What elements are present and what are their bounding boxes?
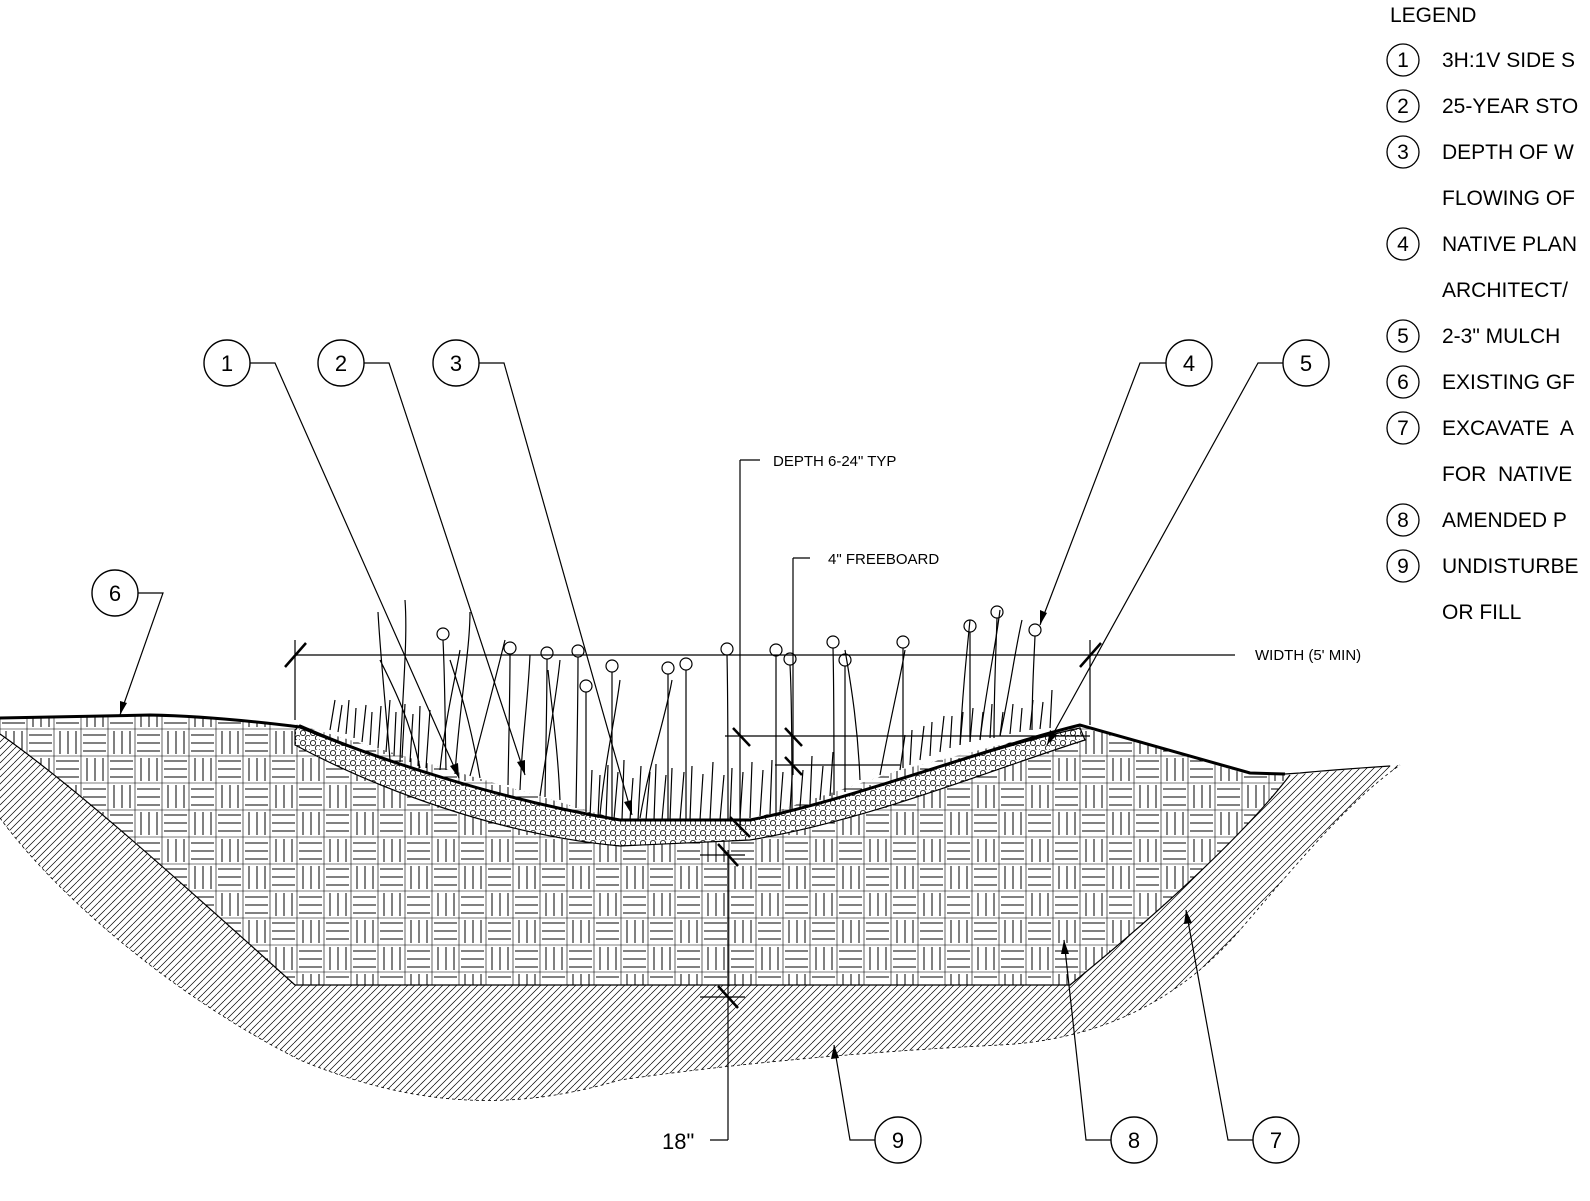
soil-depth-dimension: 18" bbox=[662, 843, 745, 1154]
legend-item-7: 7 EXCAVATE A FOR NATIVE bbox=[1386, 411, 1574, 486]
legend-item-9: 9 UNDISTURBE OR FILL bbox=[1386, 549, 1579, 624]
legend-text: FLOWING OF bbox=[1442, 187, 1575, 210]
callout-5-number: 5 bbox=[1300, 351, 1312, 376]
depth-dimension: DEPTH 6-24" TYP bbox=[725, 453, 1090, 838]
freeboard-dimension: 4" FREEBOARD bbox=[775, 551, 939, 776]
depth-label: DEPTH 6-24" TYP bbox=[773, 453, 896, 470]
width-label: WIDTH (5' MIN) bbox=[1255, 647, 1361, 664]
amended-soil bbox=[0, 715, 1290, 985]
legend-item-5: 5 2-3" MULCH bbox=[1386, 319, 1560, 353]
legend-item-1: 1 3H:1V SIDE S bbox=[1386, 43, 1575, 77]
legend-item-6: 6 EXISTING GF bbox=[1386, 365, 1575, 399]
existing-grade-line bbox=[0, 713, 1286, 822]
callout-8-number: 8 bbox=[1128, 1128, 1140, 1153]
callout-4: 4 bbox=[1039, 339, 1213, 626]
legend-item-8: 8 AMENDED P bbox=[1386, 503, 1567, 537]
legend-text: ARCHITECT/ bbox=[1442, 279, 1568, 302]
legend-text: 2-3" MULCH bbox=[1442, 325, 1560, 348]
callout-6-number: 6 bbox=[109, 581, 121, 606]
legend-text: EXCAVATE A bbox=[1442, 417, 1574, 440]
callout-1: 1 bbox=[203, 339, 460, 779]
soil-depth-label: 18" bbox=[662, 1129, 694, 1154]
freeboard-label: 4" FREEBOARD bbox=[828, 551, 939, 568]
legend-text: FOR NATIVE bbox=[1442, 463, 1572, 486]
legend-number: 4 bbox=[1397, 233, 1409, 256]
legend-text: 3H:1V SIDE S bbox=[1442, 49, 1575, 72]
callout-3-number: 3 bbox=[450, 351, 462, 376]
native-plantings bbox=[329, 599, 1053, 821]
legend-text: OR FILL bbox=[1442, 601, 1521, 624]
legend-number: 6 bbox=[1397, 371, 1409, 394]
legend-number: 1 bbox=[1397, 49, 1409, 72]
legend-text: UNDISTURBE bbox=[1442, 555, 1579, 578]
legend-text: NATIVE PLAN bbox=[1442, 233, 1577, 256]
callout-5: 5 bbox=[1046, 339, 1330, 746]
callout-9: 9 bbox=[831, 1044, 922, 1164]
callout-7-number: 7 bbox=[1270, 1128, 1282, 1153]
legend-text: DEPTH OF W bbox=[1442, 141, 1574, 164]
legend-text: EXISTING GF bbox=[1442, 371, 1575, 394]
legend-text: AMENDED P bbox=[1442, 509, 1567, 532]
callout-3: 3 bbox=[432, 339, 633, 816]
legend-number: 2 bbox=[1397, 95, 1409, 118]
legend-text: 25-YEAR STO bbox=[1442, 95, 1578, 118]
callout-6: 6 bbox=[91, 569, 164, 716]
legend-number: 5 bbox=[1397, 325, 1409, 348]
legend: LEGEND 1 3H:1V SIDE S 2 25-YEAR STO 3 DE… bbox=[1386, 4, 1579, 624]
legend-item-4: 4 NATIVE PLAN ARCHITECT/ bbox=[1386, 227, 1577, 302]
legend-title: LEGEND bbox=[1390, 4, 1476, 27]
legend-item-2: 2 25-YEAR STO bbox=[1386, 89, 1578, 123]
callout-2-number: 2 bbox=[335, 351, 347, 376]
callout-8: 8 bbox=[1061, 939, 1158, 1164]
callout-7: 7 bbox=[1184, 909, 1300, 1164]
callout-4-number: 4 bbox=[1183, 351, 1195, 376]
legend-number: 8 bbox=[1397, 509, 1409, 532]
legend-number: 9 bbox=[1397, 555, 1409, 578]
callout-9-number: 9 bbox=[892, 1128, 904, 1153]
width-dimension: WIDTH (5' MIN) bbox=[284, 640, 1361, 725]
legend-item-3: 3 DEPTH OF W FLOWING OF bbox=[1386, 135, 1575, 210]
callout-1-number: 1 bbox=[221, 351, 233, 376]
legend-number: 7 bbox=[1397, 417, 1409, 440]
callout-2: 2 bbox=[317, 339, 526, 776]
flower-stems bbox=[436, 605, 1042, 821]
legend-number: 3 bbox=[1397, 141, 1409, 164]
